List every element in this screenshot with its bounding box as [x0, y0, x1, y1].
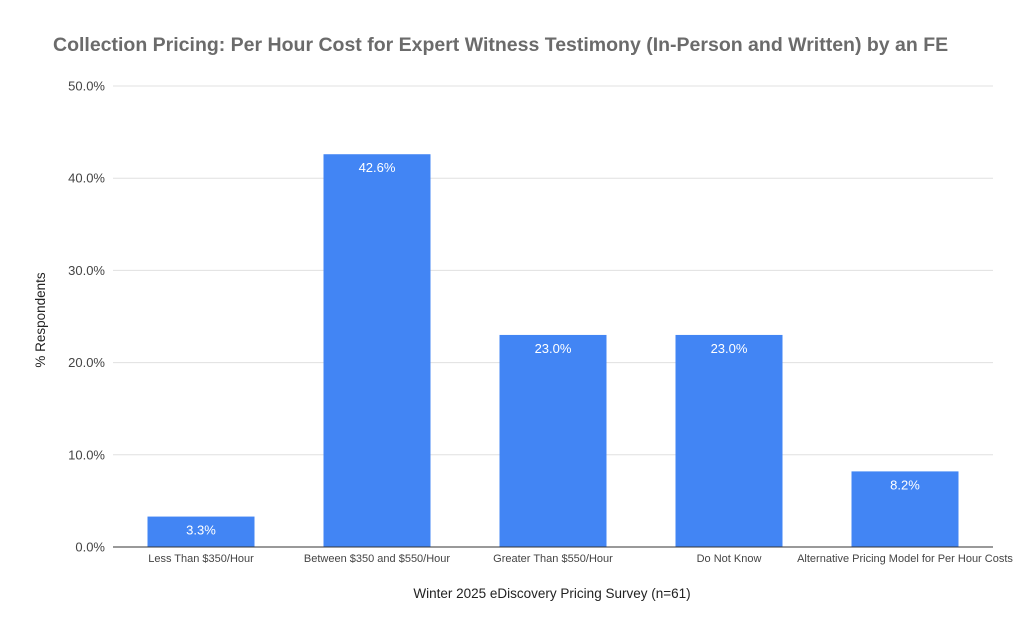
- x-axis-label: Winter 2025 eDiscovery Pricing Survey (n…: [413, 586, 690, 601]
- y-axis-label: % Respondents: [33, 272, 48, 368]
- y-tick-label: 50.0%: [68, 79, 105, 94]
- bars: 3.3% 42.6% 23.0% 23.0% 8.2%: [147, 154, 959, 547]
- bar: [499, 334, 607, 547]
- y-tick-label: 20.0%: [68, 355, 105, 370]
- x-tick-label: Do Not Know: [697, 553, 762, 565]
- y-tick-label: 0.0%: [75, 540, 105, 555]
- x-tick-label: Between $350 and $550/Hour: [304, 553, 451, 565]
- bar: [851, 471, 959, 547]
- bar-value-label: 3.3%: [186, 523, 216, 538]
- y-tick-label: 10.0%: [68, 447, 105, 462]
- bar: [147, 516, 255, 547]
- x-tick-label: Greater Than $550/Hour: [493, 553, 613, 565]
- bar-value-label: 8.2%: [890, 477, 920, 492]
- bar-value-label: 23.0%: [711, 341, 748, 356]
- x-axis-ticks: Less Than $350/Hour Between $350 and $550…: [148, 553, 1013, 565]
- y-tick-label: 40.0%: [68, 171, 105, 186]
- bar: [323, 154, 431, 547]
- chart-title: Collection Pricing: Per Hour Cost for Ex…: [53, 34, 949, 56]
- x-tick-label: Alternative Pricing Model for Per Hour C…: [797, 553, 1013, 565]
- bar-value-label: 23.0%: [535, 341, 572, 356]
- bar-value-label: 42.6%: [359, 160, 396, 175]
- y-tick-label: 30.0%: [68, 263, 105, 278]
- bar: [675, 334, 783, 547]
- y-axis-ticks: 0.0% 10.0% 20.0% 30.0% 40.0% 50.0%: [68, 79, 105, 555]
- x-tick-label: Less Than $350/Hour: [148, 553, 254, 565]
